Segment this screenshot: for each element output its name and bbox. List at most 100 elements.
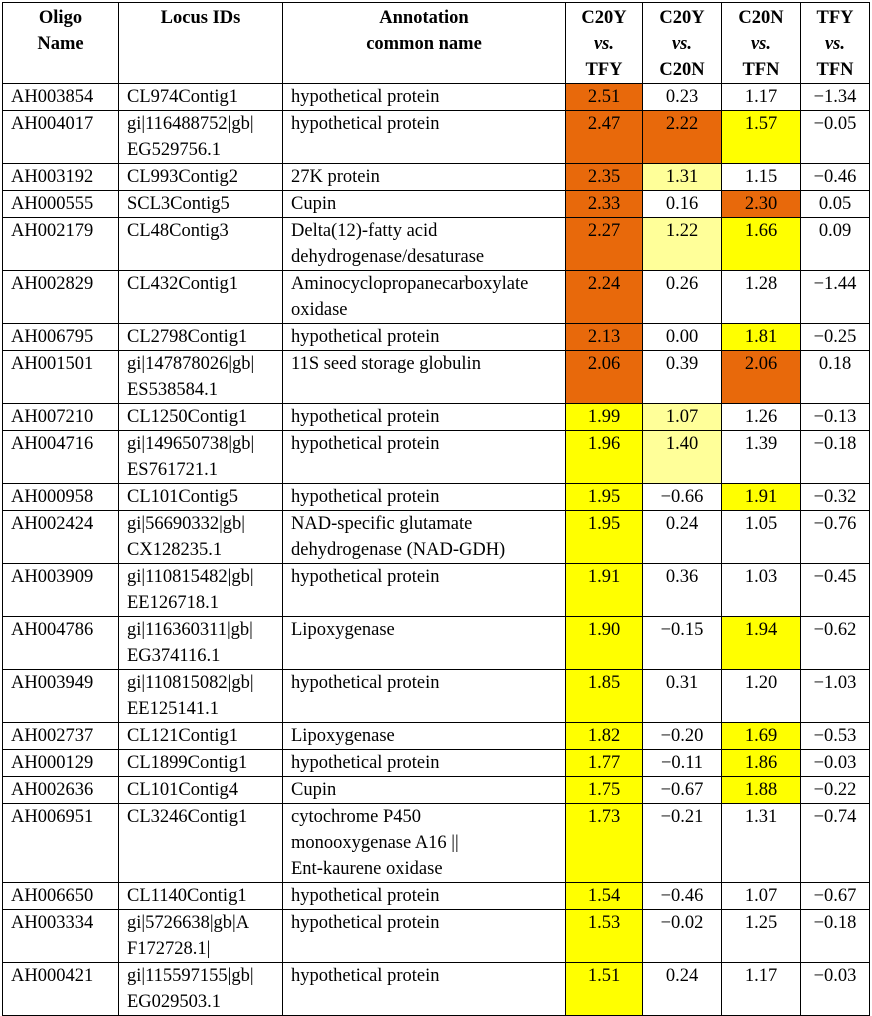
locus-id-line: EE126718.1 [127, 593, 219, 613]
value-c20n-vs-tfn-cell: 1.25 [721, 909, 801, 963]
locus-id-line: CL48Contig3 [127, 221, 229, 241]
value-c20y-vs-c20n-cell: 0.00 [642, 323, 722, 351]
value-c20y-vs-tfy-cell: 2.24 [565, 270, 643, 324]
value-c20n-vs-tfn-cell: 1.88 [721, 776, 801, 804]
value-tfy-vs-tfn-cell: −0.62 [800, 616, 870, 670]
value-c20y-vs-tfy-cell: 2.35 [565, 163, 643, 191]
value-c20y-vs-c20n-cell: −0.11 [642, 749, 722, 777]
locus-id-cell: CL101Contig5 [118, 483, 283, 511]
value-tfy-vs-tfn-cell: −0.05 [800, 110, 870, 164]
locus-id-cell: CL1899Contig1 [118, 749, 283, 777]
oligo-name-cell: AH006951 [2, 803, 119, 883]
locus-id-line: EG374116.1 [127, 646, 221, 666]
locus-id-cell: CL101Contig4 [118, 776, 283, 804]
header-c20y-vs-c20n: C20Y vs. C20N [642, 2, 722, 84]
value-tfy-vs-tfn-cell: −0.76 [800, 510, 870, 564]
oligo-name-cell: AH004786 [2, 616, 119, 670]
value-c20n-vs-tfn-cell: 1.03 [721, 563, 801, 617]
value-tfy-vs-tfn-cell: −0.53 [800, 722, 870, 750]
value-c20n-vs-tfn-cell: 1.66 [721, 217, 801, 271]
value-c20n-vs-tfn-cell: 1.81 [721, 323, 801, 351]
locus-id-line: F172728.1| [127, 939, 211, 959]
value-c20y-vs-tfy-cell: 1.95 [565, 483, 643, 511]
oligo-name-cell: AH004017 [2, 110, 119, 164]
header-oligo-name: Oligo Name [2, 2, 119, 84]
oligo-name-cell: AH000555 [2, 190, 119, 218]
value-tfy-vs-tfn-cell: −1.03 [800, 669, 870, 723]
oligo-name-cell: AH002636 [2, 776, 119, 804]
locus-id-cell: CL993Contig2 [118, 163, 283, 191]
table-row: AH000421 gi|115597155|gb| EG029503.1 hypoth… [2, 962, 870, 1016]
locus-id-line: CL3246Contig1 [127, 807, 248, 827]
header-row: Oligo Name Locus IDs Annotation common nam… [2, 2, 870, 84]
value-c20y-vs-tfy-cell: 1.51 [565, 962, 643, 1016]
value-c20y-vs-tfy-cell: 2.27 [565, 217, 643, 271]
locus-id-line: EG029503.1 [127, 992, 222, 1012]
value-c20y-vs-tfy-cell: 2.47 [565, 110, 643, 164]
annotation-cell: hypothetical protein [282, 83, 566, 111]
locus-id-cell: gi|116488752|gb| EG529756.1 [118, 110, 283, 164]
value-c20n-vs-tfn-cell: 2.30 [721, 190, 801, 218]
value-tfy-vs-tfn-cell: −0.03 [800, 962, 870, 1016]
value-c20y-vs-c20n-cell: −0.46 [642, 882, 722, 910]
value-c20y-vs-c20n-cell: −0.02 [642, 909, 722, 963]
locus-id-cell: gi|115597155|gb| EG029503.1 [118, 962, 283, 1016]
table-row: AH002737 CL121Contig1 Lipoxygenase 1.82 −0.2… [2, 722, 870, 750]
value-c20y-vs-tfy-cell: 1.82 [565, 722, 643, 750]
annotation-cell: hypothetical protein [282, 749, 566, 777]
locus-id-line: CL1140Contig1 [127, 886, 247, 906]
table-row: AH003949 gi|110815082|gb| EE125141.1 hypoth… [2, 669, 870, 723]
annotation-cell: 27K protein [282, 163, 566, 191]
locus-id-line: SCL3Contig5 [127, 194, 230, 214]
locus-id-cell: gi|5726638|gb|A F172728.1| [118, 909, 283, 963]
table-row: AH003909 gi|110815482|gb| EE126718.1 hypoth… [2, 563, 870, 617]
value-tfy-vs-tfn-cell: −1.34 [800, 83, 870, 111]
locus-id-cell: gi|116360311|gb| EG374116.1 [118, 616, 283, 670]
locus-id-line: CX128235.1 [127, 540, 223, 560]
value-c20y-vs-c20n-cell: 0.23 [642, 83, 722, 111]
value-c20y-vs-c20n-cell: 1.40 [642, 430, 722, 484]
table-row: AH002179 CL48Contig3 Delta(12)-fatty acid d… [2, 217, 870, 271]
value-c20y-vs-c20n-cell: 0.36 [642, 563, 722, 617]
locus-id-cell: CL432Contig1 [118, 270, 283, 324]
oligo-name-cell: AH003909 [2, 563, 119, 617]
value-c20n-vs-tfn-cell: 1.86 [721, 749, 801, 777]
locus-id-cell: CL48Contig3 [118, 217, 283, 271]
locus-id-line: gi|56690332|gb| [127, 514, 246, 534]
annotation-line: Aminocyclopropanecarboxylate [291, 274, 529, 294]
locus-id-cell: CL974Contig1 [118, 83, 283, 111]
annotation-line: hypothetical protein [291, 487, 440, 507]
oligo-name-cell: AH001501 [2, 350, 119, 404]
table-row: AH004786 gi|116360311|gb| EG374116.1 Lipoxy… [2, 616, 870, 670]
annotation-line: hypothetical protein [291, 327, 440, 347]
value-c20y-vs-tfy-cell: 1.99 [565, 403, 643, 431]
header-annotation: Annotation common name [282, 2, 566, 84]
value-c20n-vs-tfn-cell: 1.57 [721, 110, 801, 164]
value-c20y-vs-c20n-cell: −0.21 [642, 803, 722, 883]
oligo-name-cell: AH000958 [2, 483, 119, 511]
locus-id-line: gi|116360311|gb| [127, 620, 253, 640]
value-c20y-vs-c20n-cell: 1.07 [642, 403, 722, 431]
table-row: AH006951 CL3246Contig1 cytochrome P450 mono… [2, 803, 870, 883]
value-c20y-vs-c20n-cell: 1.31 [642, 163, 722, 191]
header-c20n-vs-tfn: C20N vs. TFN [721, 2, 801, 84]
table-row: AH000129 CL1899Contig1 hypothetical protei… [2, 749, 870, 777]
table-row: AH002424 gi|56690332|gb| CX128235.1 NAD-spe… [2, 510, 870, 564]
value-c20y-vs-c20n-cell: −0.20 [642, 722, 722, 750]
value-c20y-vs-tfy-cell: 1.75 [565, 776, 643, 804]
oligo-name-cell: AH003192 [2, 163, 119, 191]
value-c20n-vs-tfn-cell: 1.20 [721, 669, 801, 723]
locus-id-cell: gi|147878026|gb| ES538584.1 [118, 350, 283, 404]
locus-id-line: gi|110815082|gb| [127, 673, 254, 693]
annotation-line: hypothetical protein [291, 673, 440, 693]
value-c20y-vs-c20n-cell: 0.16 [642, 190, 722, 218]
annotation-line: hypothetical protein [291, 434, 440, 454]
value-c20y-vs-tfy-cell: 1.95 [565, 510, 643, 564]
value-c20y-vs-c20n-cell: 1.22 [642, 217, 722, 271]
table-row: AH000958 CL101Contig5 hypothetical protein… [2, 483, 870, 511]
annotation-line: monooxygenase A16 || [291, 833, 459, 853]
locus-id-cell: gi|149650738|gb| ES761721.1 [118, 430, 283, 484]
value-tfy-vs-tfn-cell: −0.03 [800, 749, 870, 777]
value-tfy-vs-tfn-cell: 0.05 [800, 190, 870, 218]
annotation-line: hypothetical protein [291, 87, 440, 107]
